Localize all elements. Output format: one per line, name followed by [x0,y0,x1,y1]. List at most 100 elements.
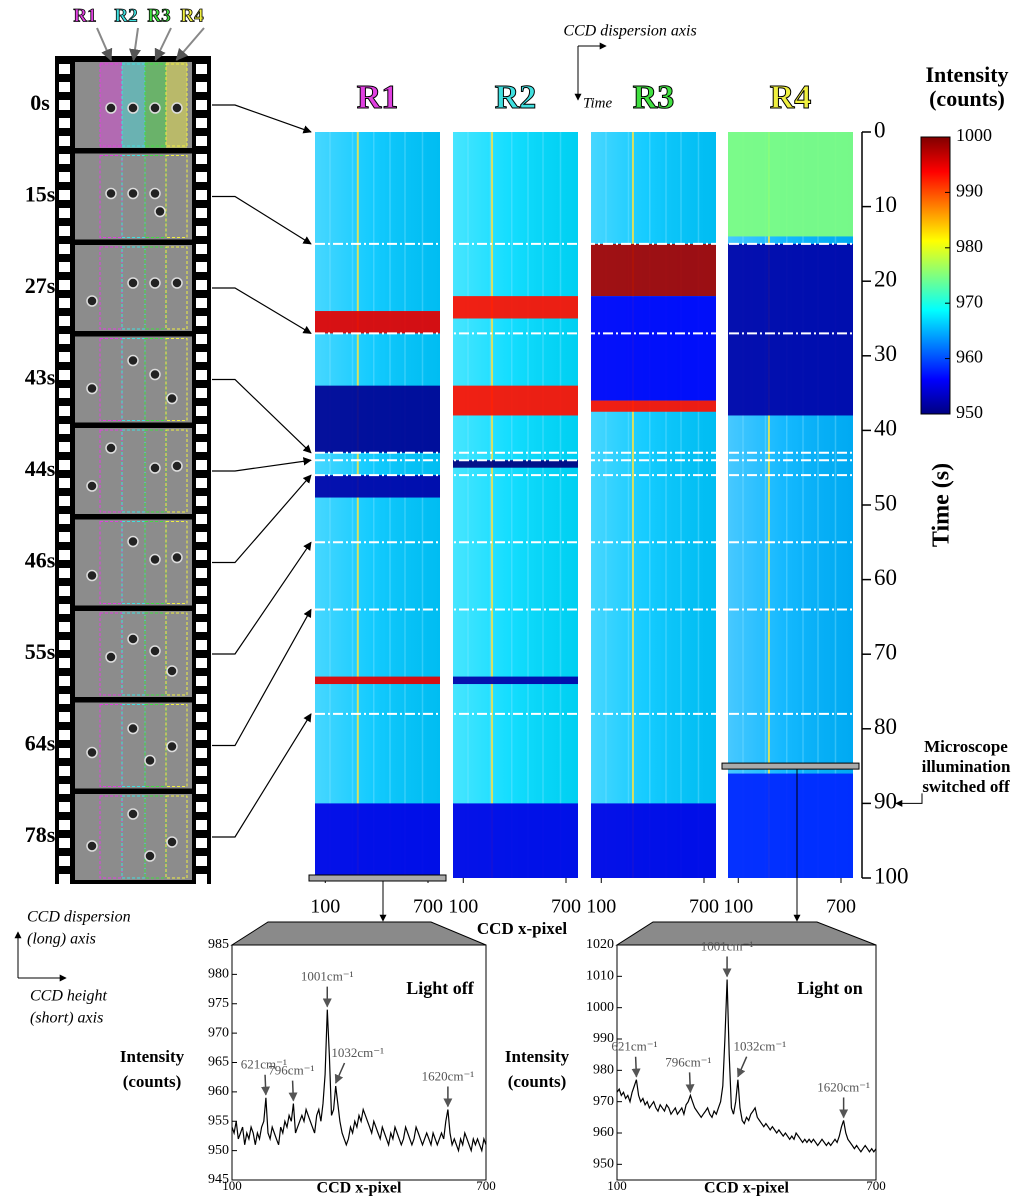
film-hole [59,460,70,470]
film-hole [196,568,207,578]
region-outline [165,521,188,604]
peak-arrow [334,1062,346,1084]
y-tick-label: 20 [874,266,897,291]
film-hole [196,730,207,740]
film-hole [59,244,70,254]
spectrum-source-bar [721,762,860,770]
peak-arrow [737,1056,748,1078]
intensity-band [315,803,440,878]
film-hole [196,658,207,668]
film-hole [196,496,207,506]
film-hole [196,82,207,92]
x-tick-label: 100 [222,1178,242,1193]
film-hole [196,514,207,524]
film-hole [59,82,70,92]
peak-label: 1032cm⁻¹ [734,1039,787,1054]
film-hole [196,388,207,398]
particle [127,354,139,367]
colorbar-tick-label: 1000 [956,125,992,145]
intensity-band [453,803,578,878]
particle [105,187,117,200]
plot-frame [616,944,877,1181]
film-hole [59,190,70,200]
film-frame [75,611,192,697]
y-tick-label: 10 [874,192,897,217]
film-hole [196,676,207,686]
y-tick-label: 970 [208,1025,229,1040]
film-hole [196,604,207,614]
region-outline [165,246,188,330]
frame-time-label: 46s [25,548,56,573]
region-outline [99,612,123,696]
film-hole [196,874,207,884]
heatmap-texture [315,132,440,878]
colorbar-tick-label: 970 [956,291,983,311]
y-tick-label: 980 [593,1063,614,1078]
intensity-band [728,132,853,237]
region-outline [99,795,123,879]
particle [149,187,161,200]
particle [149,368,161,381]
particle [127,808,139,820]
film-hole [196,640,207,650]
y-tick-label: 1020 [586,937,614,952]
y-tick-label: 950 [593,1157,614,1172]
intensity-band [728,243,853,416]
film-hole [59,802,70,812]
film-hole [59,820,70,830]
region-outline [121,429,146,513]
film-hole [59,298,70,308]
film-frame [75,519,192,606]
intensity-band [591,296,716,401]
film-hole [59,658,70,668]
particle [127,722,139,735]
peak-label: 1620cm⁻¹ [817,1079,870,1094]
film-hole [59,640,70,650]
film-hole [59,766,70,776]
x-tick-label: 100 [448,896,478,918]
film-hole [196,784,207,794]
y-tick-label: 960 [593,1125,614,1140]
film-hole [196,694,207,704]
peak-label: 621cm⁻¹ [611,1039,657,1054]
film-hole [196,802,207,812]
particle [86,840,98,852]
particle [127,277,139,289]
region-label: R3 [147,5,170,26]
film-hole [196,622,207,632]
frame-arrow [212,474,312,564]
film-hole [196,280,207,290]
frame-time-label: 27s [25,273,56,298]
x-axis-label: CCD x-pixel [704,1180,789,1197]
region-outline [99,338,123,421]
peak-arrow [288,1080,298,1102]
peak-arrow [631,1056,641,1078]
particle [149,462,161,474]
x-tick-label: 100 [607,1178,627,1193]
film-hole [196,586,207,596]
particle [171,551,183,564]
particle [127,535,139,548]
particle [86,480,98,492]
y-tick-label: 945 [208,1172,229,1187]
particle [127,102,139,114]
y-tick-label: 965 [208,1055,229,1070]
region-outline [121,338,146,421]
colorbar [920,136,951,415]
film-hole [59,406,70,416]
film-hole [59,622,70,632]
x-tick-label: 700 [866,1178,886,1193]
illumination-note: switched off [922,777,1010,796]
y-tick-label: 0 [874,117,886,142]
frame-time-label: 78s [25,822,56,847]
plot-frame [231,944,487,1181]
film-hole [196,226,207,236]
region-outline [165,429,188,513]
film-hole [59,712,70,722]
film-hole [59,496,70,506]
short-axis-label: CCD height [30,988,107,1005]
frame-time-label: 15s [25,182,56,207]
peak-label: 796cm⁻¹ [268,1063,314,1078]
region-outline [165,612,188,696]
